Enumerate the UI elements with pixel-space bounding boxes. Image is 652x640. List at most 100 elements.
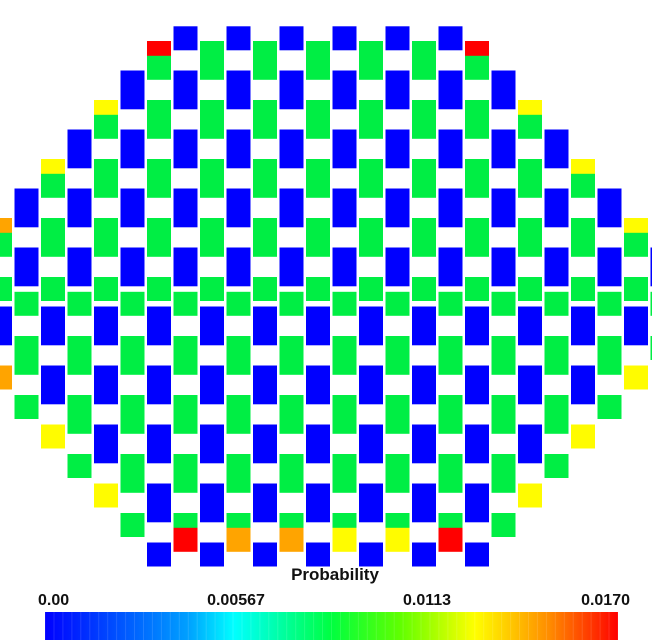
lattice-cell — [412, 498, 436, 523]
lattice-cell — [571, 380, 595, 405]
lattice-cell — [253, 498, 277, 523]
lattice-cell — [624, 365, 648, 390]
lattice-cell — [412, 321, 436, 346]
lattice-cell — [438, 409, 463, 434]
lattice-cell — [518, 321, 542, 346]
lattice-cell — [412, 277, 436, 301]
lattice-cell — [465, 380, 489, 405]
lattice-cell — [94, 380, 118, 405]
lattice-cell — [385, 262, 410, 287]
lattice-cell — [412, 439, 436, 464]
lattice-cell — [147, 542, 171, 567]
lattice-cell — [200, 321, 224, 346]
lattice-cell — [438, 468, 463, 493]
lattice-cell — [571, 321, 595, 346]
lattice-cell — [94, 321, 118, 346]
lattice-cell — [332, 409, 357, 434]
lattice-cell — [306, 173, 330, 198]
lattice-cell — [147, 55, 171, 80]
lattice-cell — [491, 291, 516, 316]
lattice-cell — [120, 468, 145, 493]
lattice-cell — [279, 468, 304, 493]
lattice-cell — [67, 144, 92, 169]
lattice-cell — [120, 203, 145, 228]
lattice-cell — [226, 85, 251, 110]
lattice-cell — [94, 439, 118, 464]
lattice-cell — [544, 291, 569, 316]
lattice-cell — [359, 173, 383, 198]
lattice-cell — [385, 468, 410, 493]
lattice-cell — [544, 144, 569, 169]
lattice-cell — [173, 144, 198, 169]
lattice-cell — [332, 291, 357, 316]
lattice-cell — [544, 203, 569, 228]
lattice-cell — [94, 173, 118, 198]
lattice-cell — [120, 409, 145, 434]
lattice-cell — [173, 527, 198, 552]
lattice-cell — [650, 262, 652, 287]
lattice-cell — [624, 321, 648, 346]
lattice-cell — [491, 409, 516, 434]
lattice-cell — [412, 542, 436, 567]
lattice-cell — [173, 26, 198, 51]
lattice-cell — [306, 321, 330, 346]
lattice-cell — [332, 26, 357, 51]
lattice-cell — [332, 527, 357, 552]
lattice-cell — [41, 277, 65, 301]
lattice-cell — [0, 232, 12, 257]
lattice-cell — [359, 542, 383, 567]
lattice-cell — [147, 114, 171, 139]
lattice-cell — [306, 232, 330, 257]
lattice-cell — [412, 232, 436, 257]
lattice-cell — [412, 114, 436, 139]
colorbar-tick-labels: 0.00 0.00567 0.0113 0.0170 — [38, 592, 630, 609]
lattice-cell — [306, 542, 330, 567]
lattice-cell — [14, 395, 39, 419]
lattice-cell — [67, 454, 92, 478]
lattice-cell — [173, 85, 198, 110]
lattice-cell — [173, 468, 198, 493]
lattice-cell — [14, 203, 39, 228]
lattice-cell — [200, 277, 224, 301]
colorbar-tick-label: 0.00567 — [207, 592, 265, 609]
lattice-cell — [306, 55, 330, 80]
lattice-cell — [544, 409, 569, 434]
lattice-cell — [279, 350, 304, 375]
lattice-cell — [518, 173, 542, 198]
lattice-cell — [624, 277, 648, 301]
lattice-cell — [253, 173, 277, 198]
lattice-cell — [385, 409, 410, 434]
lattice-cell — [544, 262, 569, 287]
lattice-cell — [173, 291, 198, 316]
lattice-cell — [173, 203, 198, 228]
lattice-cell — [491, 468, 516, 493]
lattice-cell — [650, 247, 652, 272]
lattice-cell — [438, 144, 463, 169]
lattice-cell — [226, 350, 251, 375]
colorbar-tick-label: 0.00 — [38, 592, 69, 609]
lattice-cell — [306, 380, 330, 405]
lattice-cell — [491, 144, 516, 169]
lattice-cell — [332, 203, 357, 228]
lattice-cell — [253, 55, 277, 80]
lattice-cell — [385, 203, 410, 228]
lattice-cell — [279, 262, 304, 287]
lattice-cell — [306, 114, 330, 139]
lattice-cell — [465, 498, 489, 523]
lattice-cell — [438, 527, 463, 552]
lattice-cell — [94, 277, 118, 301]
lattice-cell — [0, 277, 12, 301]
lattice-cell — [279, 26, 304, 51]
lattice-cell — [94, 232, 118, 257]
lattice-cell — [120, 291, 145, 316]
lattice-cell — [306, 277, 330, 301]
lattice-cell — [253, 542, 277, 567]
lattice-cell — [518, 483, 542, 508]
lattice-cell — [332, 468, 357, 493]
lattice-cell — [120, 350, 145, 375]
lattice-cell — [359, 380, 383, 405]
colorbar-tick-label: 0.0170 — [581, 592, 630, 609]
lattice-cell — [253, 439, 277, 464]
lattice-cell — [438, 291, 463, 316]
lattice-cell — [173, 350, 198, 375]
